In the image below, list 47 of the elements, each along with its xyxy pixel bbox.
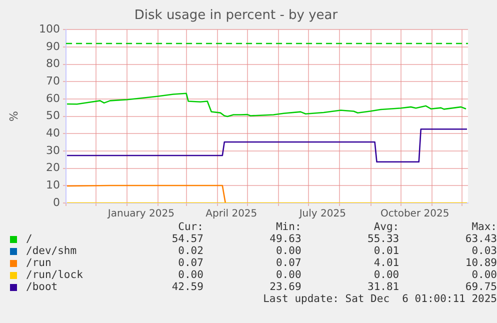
- y-tick-label: 80: [46, 57, 60, 70]
- legend-label: /: [26, 233, 34, 245]
- y-tick-label: 70: [46, 74, 60, 88]
- text: 0.00: [177, 269, 204, 281]
- text: 54.57: [170, 233, 204, 245]
- text: Min:: [274, 221, 302, 233]
- legend-label: /dev/shm: [26, 245, 78, 257]
- text: 0.00: [470, 269, 497, 281]
- text: 0.07: [177, 257, 204, 269]
- y-tick-label: 10: [46, 178, 60, 192]
- chart-title: Disk usage in percent - by year: [134, 8, 338, 24]
- text: Avg:: [372, 221, 400, 233]
- legend-label: /run: [26, 257, 52, 269]
- text: 63.43: [464, 233, 497, 245]
- y-tick-label: 90: [46, 40, 60, 53]
- legend-label: /boot: [26, 281, 59, 293]
- text: 4.01: [372, 257, 400, 269]
- text: 55.33: [366, 233, 400, 245]
- y-axis-title: %: [7, 111, 20, 122]
- text: 0.07: [274, 257, 302, 269]
- x-tick-label: October 2025: [380, 208, 450, 220]
- text: 10.89: [464, 257, 497, 269]
- y-tick-label: 60: [46, 92, 60, 105]
- y-tick-label: 50: [46, 109, 60, 122]
- text: 69.75: [464, 281, 497, 293]
- text: Cur:: [177, 221, 204, 233]
- text: 23.69: [268, 281, 302, 293]
- y-tick-label: 20: [46, 161, 60, 174]
- text: Last update: Sat Dec 6 01:00:11 2025: [262, 293, 497, 305]
- x-tick-label: April 2025: [206, 208, 258, 220]
- x-tick-label: January 2025: [106, 208, 174, 220]
- text: 0.00: [274, 269, 302, 281]
- y-tick-label: 100: [39, 22, 60, 36]
- text: 42.59: [170, 281, 204, 293]
- text: 0.00: [372, 269, 400, 281]
- y-tick-label: 0: [53, 196, 60, 209]
- x-tick-label: July 2025: [298, 208, 346, 220]
- text: 49.63: [268, 233, 302, 245]
- text: 0.03: [470, 245, 497, 257]
- text: 31.81: [366, 281, 400, 293]
- text: 0.00: [274, 245, 302, 257]
- text: 0.01: [372, 245, 400, 257]
- text: Max:: [470, 221, 497, 233]
- text: 0.02: [177, 245, 204, 257]
- y-tick-label: 30: [46, 144, 60, 157]
- y-tick-label: 40: [46, 126, 60, 140]
- legend-label: /run/lock: [26, 269, 84, 281]
